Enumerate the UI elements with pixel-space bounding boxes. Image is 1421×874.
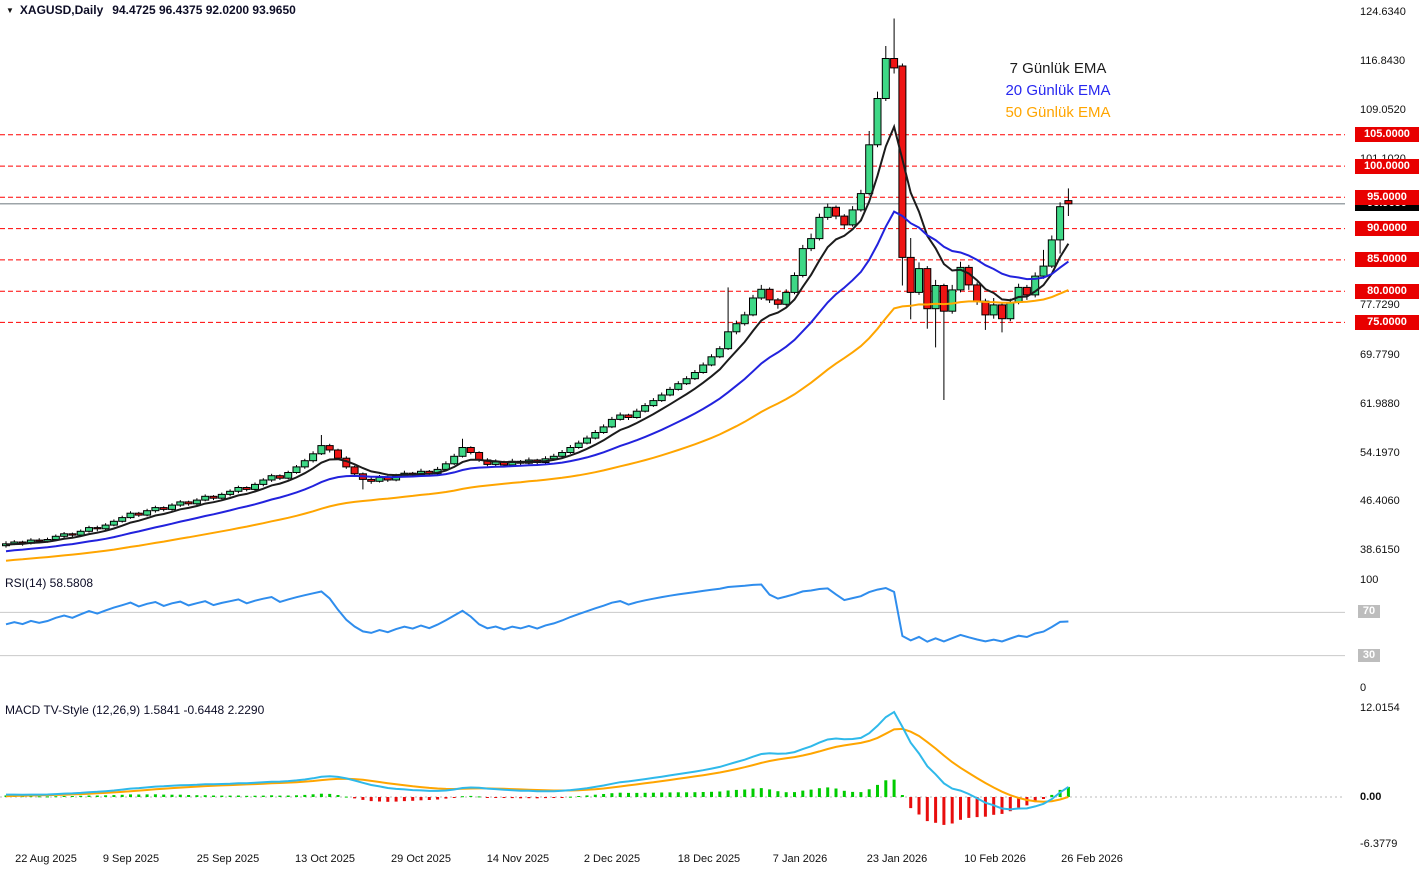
ema50-line xyxy=(5,289,1069,562)
date-axis-label: 18 Dec 2025 xyxy=(677,853,741,865)
date-axis-label: 7 Jan 2026 xyxy=(772,853,828,865)
symbol-label: XAGUSD,Daily xyxy=(19,3,104,17)
date-axis-label: 9 Sep 2025 xyxy=(102,853,160,865)
date-axis-label: 22 Aug 2025 xyxy=(15,853,77,865)
rsi-panel xyxy=(0,583,1345,657)
ohlc-values: 94.4725 96.4375 92.0200 93.9650 xyxy=(112,3,296,17)
ema-legend-item: 7 Günlük EMA xyxy=(1009,60,1107,77)
date-axis-label: 10 Feb 2026 xyxy=(964,853,1026,865)
ema-legend: 7 Günlük EMA 20 Günlük EMA 50 Günlük EMA xyxy=(988,58,1128,124)
symbol-title-bar: ▼ XAGUSD,Daily 94.4725 96.4375 92.0200 93.… xyxy=(6,3,296,17)
date-axis-label: 2 Dec 2025 xyxy=(583,853,641,865)
ema-legend-item: 20 Günlük EMA xyxy=(1005,82,1111,99)
candlesticks xyxy=(2,18,1073,548)
date-axis-label: 25 Sep 2025 xyxy=(196,853,260,865)
date-axis-label: 13 Oct 2025 xyxy=(295,853,355,865)
macd-panel xyxy=(0,710,1345,825)
date-axis-label: 23 Jan 2026 xyxy=(866,853,928,865)
rsi-indicator-label: RSI(14) 58.5808 xyxy=(5,576,94,590)
ema-legend-item: 50 Günlük EMA xyxy=(1005,104,1111,121)
price-level-lines xyxy=(0,134,1345,323)
ema20-line xyxy=(5,210,1069,553)
ema7-line xyxy=(5,123,1070,546)
date-axis[interactable]: 22 Aug 2025 9 Sep 2025 25 Sep 2025 13 Oct 2… xyxy=(0,853,1421,869)
date-axis-label: 14 Nov 2025 xyxy=(486,853,550,865)
symbol-marker-icon: ▼ xyxy=(6,6,14,15)
date-axis-label: 29 Oct 2025 xyxy=(391,853,451,865)
date-axis-label: 26 Feb 2026 xyxy=(1061,853,1123,865)
macd-indicator-label: MACD TV-Style (12,26,9) 1.5841 -0.6448 2… xyxy=(5,703,265,717)
